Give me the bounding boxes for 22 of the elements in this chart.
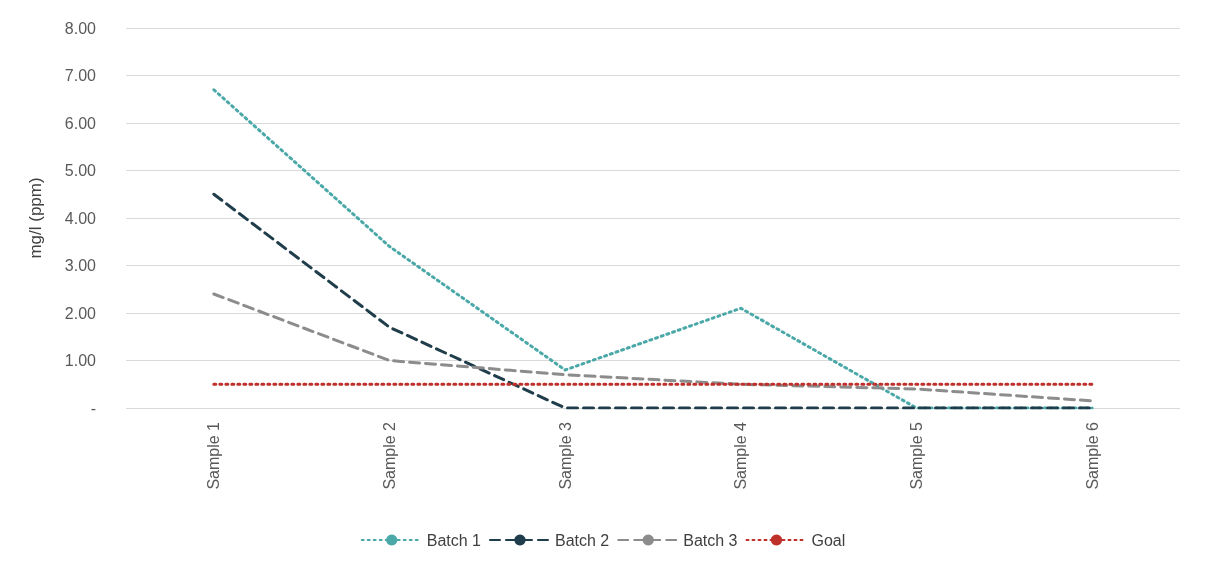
x-tick-label: Sample 2 xyxy=(381,421,398,490)
legend-label: Batch 1 xyxy=(426,531,482,549)
legend-label: Goal xyxy=(811,531,846,549)
x-tick-label: Sample 4 xyxy=(732,421,750,490)
x-tick-label: Sample 5 xyxy=(908,421,925,490)
y-tick-label: 4.00 xyxy=(64,209,97,227)
line-series xyxy=(212,292,1094,403)
y-tick-label: 8.00 xyxy=(64,19,97,37)
y-tick-label: 2.00 xyxy=(64,304,97,322)
x-tick-label: Sample 3 xyxy=(556,421,574,490)
y-tick-label: 5.00 xyxy=(64,162,97,179)
y-tick-label: 1.00 xyxy=(64,352,97,369)
y-tick-label: 3.00 xyxy=(64,257,97,274)
legend-label: Batch 2 xyxy=(554,531,610,549)
line-series xyxy=(212,88,1094,410)
legend-label: Batch 3 xyxy=(683,531,738,549)
x-tick-label: Sample 6 xyxy=(1083,421,1101,490)
x-tick-label: Sample 1 xyxy=(205,421,223,490)
y-tick-label: - xyxy=(90,399,96,417)
y-tick-label: 7.00 xyxy=(64,67,97,84)
y-axis-title: mg/l (ppm) xyxy=(26,177,45,259)
y-tick-label: 6.00 xyxy=(64,114,97,132)
